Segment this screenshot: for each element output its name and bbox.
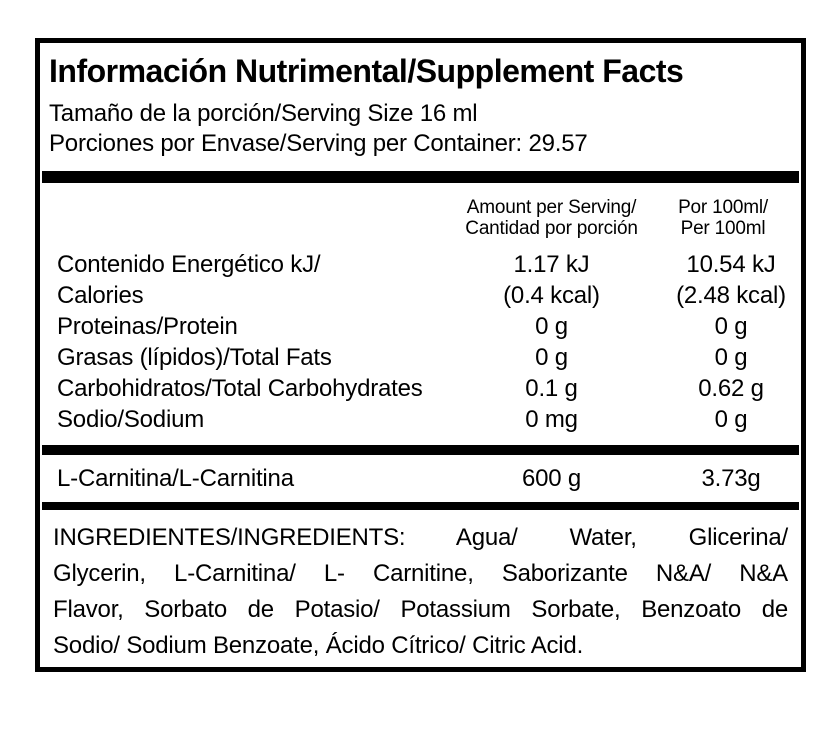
- nutrient-name: Grasas (lípidos)/Total Fats: [57, 344, 332, 371]
- nutrient-name: Sodio/Sodium: [57, 406, 205, 433]
- nutrient-row-fats: Grasas (lípidos)/Total Fats 0 g 0 g: [49, 342, 792, 373]
- col-header-per-serving-line2: Cantidad por porción: [465, 218, 638, 239]
- value-per-serving: (0.4 kcal): [503, 282, 600, 309]
- panel-title: Información Nutrimental/Supplement Facts: [49, 53, 684, 89]
- value-per-100ml: 3.73g: [701, 465, 761, 492]
- nutrient-rows: Contenido Energético kJ/ 1.17 kJ 10.54 k…: [49, 249, 792, 435]
- nutrient-name: Calories: [57, 282, 144, 309]
- supplement-row-l-carnitine: L-Carnitina/L-Carnitina 600 g 3.73g: [49, 463, 792, 494]
- serving-size-line: Tamaño de la porción/Serving Size 16 ml: [49, 100, 478, 127]
- nutrient-row-energy-kj: Contenido Energético kJ/ 1.17 kJ 10.54 k…: [49, 249, 792, 280]
- value-per-serving: 1.17 kJ: [513, 251, 590, 278]
- ingredients-line: Sodio/ Sodium Benzoate, Ácido Cítrico/ C…: [53, 632, 584, 659]
- supplement-rows: L-Carnitina/L-Carnitina 600 g 3.73g: [49, 455, 792, 502]
- ingredients-line: INGREDIENTES/INGREDIENTS: Agua/ Water, G…: [53, 524, 788, 551]
- col-header-per-serving-line1: Amount per Serving/: [466, 197, 637, 218]
- value-per-serving: 0 g: [535, 313, 568, 340]
- serving-info: Tamaño de la porción/Serving Size 16 ml …: [49, 99, 792, 159]
- value-per-100ml: 0 g: [714, 344, 748, 371]
- nutrient-row-protein: Proteinas/Protein 0 g 0 g: [49, 311, 792, 342]
- value-per-100ml: 10.54 kJ: [686, 251, 776, 278]
- value-per-100ml: 0 g: [714, 313, 748, 340]
- servings-per-container-line: Porciones por Envase/Serving per Contain…: [49, 130, 588, 157]
- col-header-per-100ml-line2: Per 100ml: [680, 218, 766, 239]
- value-per-100ml: 0 g: [714, 406, 748, 433]
- supplement-facts-panel: Información Nutrimental/Supplement Facts…: [35, 38, 806, 672]
- nutrient-row-sodium: Sodio/Sodium 0 mg 0 g: [49, 404, 792, 435]
- panel-content: Información Nutrimental/Supplement Facts…: [40, 53, 801, 664]
- col-header-per-100ml: Por 100ml/ Per 100ml: [654, 197, 792, 239]
- ingredients-section: INGREDIENTES/INGREDIENTS: Agua/ Water, G…: [49, 520, 792, 664]
- value-per-100ml: (2.48 kcal): [676, 282, 786, 309]
- separator-bar-bottom: [42, 502, 799, 510]
- nutrient-name: Contenido Energético kJ/: [57, 251, 321, 278]
- nutrient-row-carbohydrates: Carbohidratos/Total Carbohydrates 0.1 g …: [49, 373, 792, 404]
- col-header-per-100ml-line1: Por 100ml/: [678, 197, 768, 218]
- value-per-serving: 600 g: [521, 465, 582, 492]
- nutrient-row-calories: Calories (0.4 kcal) (2.48 kcal): [49, 280, 792, 311]
- value-per-serving: 0 mg: [525, 406, 578, 433]
- nutrient-name: Proteinas/Protein: [57, 313, 238, 340]
- nutrient-name: Carbohidratos/Total Carbohydrates: [57, 375, 423, 402]
- col-header-per-serving: Amount per Serving/ Cantidad por porción: [449, 197, 654, 239]
- value-per-serving: 0.1 g: [525, 375, 578, 402]
- column-headers-row: Amount per Serving/ Cantidad por porción…: [49, 197, 792, 239]
- ingredients-line: Flavor, Sorbato de Potasio/ Potassium So…: [53, 596, 788, 623]
- supplement-name: L-Carnitina/L-Carnitina: [57, 465, 294, 492]
- separator-bar-top: [42, 171, 799, 183]
- value-per-serving: 0 g: [535, 344, 568, 371]
- value-per-100ml: 0.62 g: [698, 375, 764, 402]
- ingredients-line: Glycerin, L-Carnitina/ L- Carnitine, Sab…: [53, 560, 788, 587]
- separator-bar-middle: [42, 445, 799, 455]
